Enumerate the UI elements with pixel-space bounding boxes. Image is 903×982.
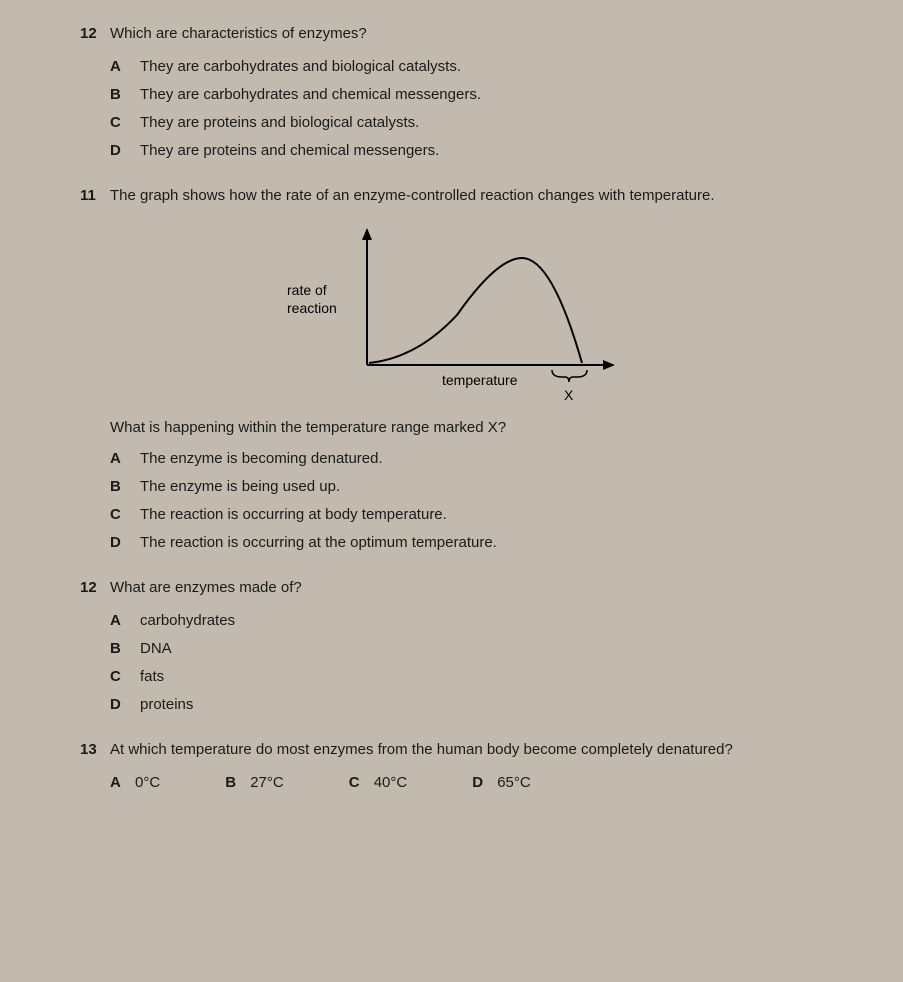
horizontal-options: A 0°C B 27°C C 40°C D 65°C [110,774,843,791]
option-letter: D [110,696,140,713]
reaction-curve [369,258,582,363]
option-letter: A [110,58,140,75]
option-row: B They are carbohydrates and chemical me… [110,86,843,103]
option-row: A 0°C [110,774,160,791]
option-row: B 27°C [225,774,284,791]
option-row: A They are carbohydrates and biological … [110,58,843,75]
exam-page: 12 Which are characteristics of enzymes?… [0,0,903,849]
option-text: The enzyme is being used up. [140,478,340,495]
question-block: 12 Which are characteristics of enzymes?… [80,25,843,159]
question-number: 11 [80,187,110,204]
enzyme-graph: rate of reaction [80,220,843,405]
question-number: 12 [80,25,110,42]
option-text: 27°C [250,774,284,791]
option-letter: A [110,612,140,629]
question-text: At which temperature do most enzymes fro… [110,741,733,758]
question-block: 12 What are enzymes made of? A carbohydr… [80,579,843,713]
option-letter: C [110,668,140,685]
option-row: D The reaction is occurring at the optim… [110,534,843,551]
option-row: C fats [110,668,843,685]
option-row: C 40°C [349,774,408,791]
option-letter: D [110,534,140,551]
question-header: 11 The graph shows how the rate of an en… [80,187,843,204]
option-row: D They are proteins and chemical messeng… [110,142,843,159]
question-header: 13 At which temperature do most enzymes … [80,741,843,758]
option-text: They are proteins and biological catalys… [140,114,419,131]
option-letter: D [110,142,140,159]
question-text: What are enzymes made of? [110,579,302,596]
question-header: 12 What are enzymes made of? [80,579,843,596]
option-letter: C [349,774,374,791]
question-text: The graph shows how the rate of an enzym… [110,187,715,204]
question-block: 13 At which temperature do most enzymes … [80,741,843,791]
option-letter: A [110,774,135,791]
option-letter: A [110,450,140,467]
x-axis-label: temperature [442,372,518,388]
option-text: They are carbohydrates and chemical mess… [140,86,481,103]
option-text: The reaction is occurring at the optimum… [140,534,497,551]
option-text: They are carbohydrates and biological ca… [140,58,461,75]
x-axis-arrow-icon [603,360,615,370]
question-text: Which are characteristics of enzymes? [110,25,367,42]
option-text: The enzyme is becoming denatured. [140,450,383,467]
option-row: A carbohydrates [110,612,843,629]
option-text: DNA [140,640,172,657]
option-text: 65°C [497,774,531,791]
graph-svg: rate of reaction [277,220,647,405]
option-text: 40°C [374,774,408,791]
option-letter: C [110,506,140,523]
option-letter: B [225,774,250,791]
option-row: C The reaction is occurring at body temp… [110,506,843,523]
question-block: 11 The graph shows how the rate of an en… [80,187,843,551]
option-text: The reaction is occurring at body temper… [140,506,447,523]
option-text: carbohydrates [140,612,235,629]
option-text: 0°C [135,774,160,791]
question-number: 12 [80,579,110,596]
option-row: D proteins [110,696,843,713]
option-text: fats [140,668,164,685]
y-axis-label: rate of reaction [287,282,337,316]
x-marker-label: X [564,387,574,403]
option-letter: D [472,774,497,791]
option-row: C They are proteins and biological catal… [110,114,843,131]
option-text: They are proteins and chemical messenger… [140,142,439,159]
option-letter: B [110,478,140,495]
question-number: 13 [80,741,110,758]
option-row: B The enzyme is being used up. [110,478,843,495]
option-row: B DNA [110,640,843,657]
x-range-brace [552,370,587,382]
question-header: 12 Which are characteristics of enzymes? [80,25,843,42]
option-letter: B [110,86,140,103]
option-letter: C [110,114,140,131]
y-axis-arrow-icon [362,228,372,240]
option-row: A The enzyme is becoming denatured. [110,450,843,467]
option-text: proteins [140,696,193,713]
sub-question-text: What is happening within the temperature… [110,419,843,436]
option-row: D 65°C [472,774,531,791]
option-letter: B [110,640,140,657]
